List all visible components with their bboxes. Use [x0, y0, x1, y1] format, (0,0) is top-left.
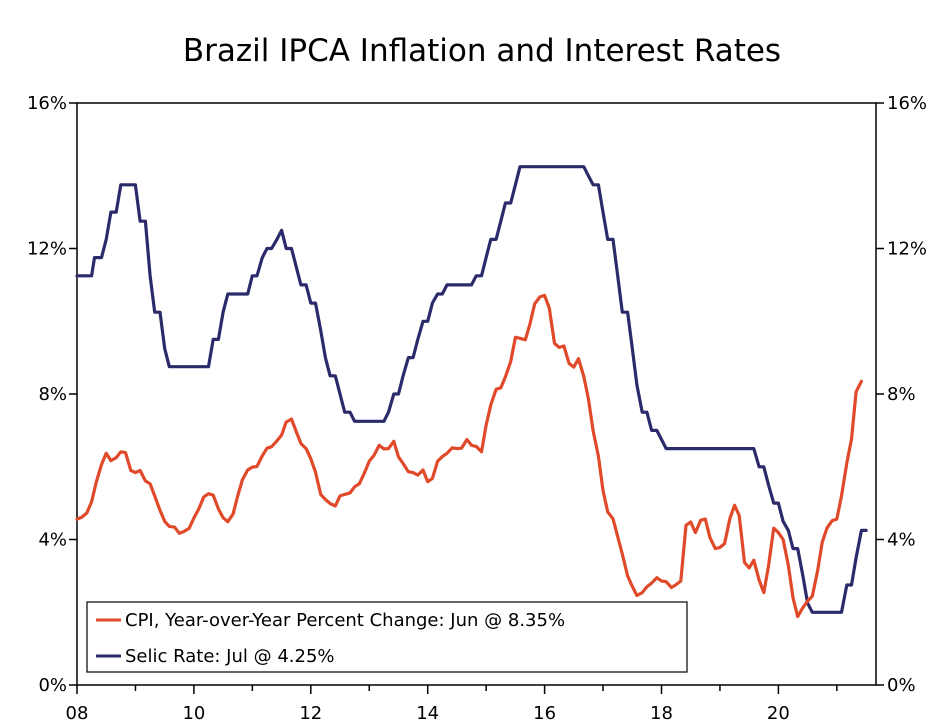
y-tick-label-right: 0% [887, 675, 916, 696]
y-tick-label-right: 12% [887, 239, 927, 260]
x-tick-label: 10 [182, 703, 205, 724]
y-tick-label-left: 8% [38, 384, 67, 405]
chart-title: Brazil IPCA Inflation and Interest Rates [183, 33, 781, 69]
x-tick-label: 14 [416, 703, 439, 724]
legend-label-selic: Selic Rate: Jul @ 4.25% [125, 646, 335, 667]
y-tick-label-left: 0% [38, 675, 67, 696]
series-layer [75, 165, 868, 619]
y-axis-left: 0% 4% 8% 12% 16% [27, 93, 77, 696]
x-tick-label: 18 [650, 703, 673, 724]
x-tick-label: 16 [533, 703, 556, 724]
legend-box [86, 601, 688, 673]
legend: CPI, Year-over-Year Percent Change: Jun … [86, 601, 688, 673]
x-tick-label: 08 [66, 703, 89, 724]
y-tick-label-right: 8% [887, 384, 916, 405]
y-tick-label-right: 16% [887, 93, 927, 114]
y-tick-label-left: 16% [27, 93, 67, 114]
y-tick-label-right: 4% [887, 530, 916, 551]
y-tick-label-left: 4% [38, 530, 67, 551]
x-tick-label: 12 [299, 703, 322, 724]
y-axis-right: 0% 4% 8% 12% 16% [876, 93, 927, 696]
y-tick-label-left: 12% [27, 239, 67, 260]
plot-frame [76, 102, 877, 686]
series-line-selic [75, 165, 868, 614]
x-tick-label: 20 [767, 703, 790, 724]
x-axis: 08 10 12 14 16 18 20 [66, 685, 838, 724]
series-line-cpi [75, 293, 863, 619]
legend-label-cpi: CPI, Year-over-Year Percent Change: Jun … [125, 610, 565, 631]
